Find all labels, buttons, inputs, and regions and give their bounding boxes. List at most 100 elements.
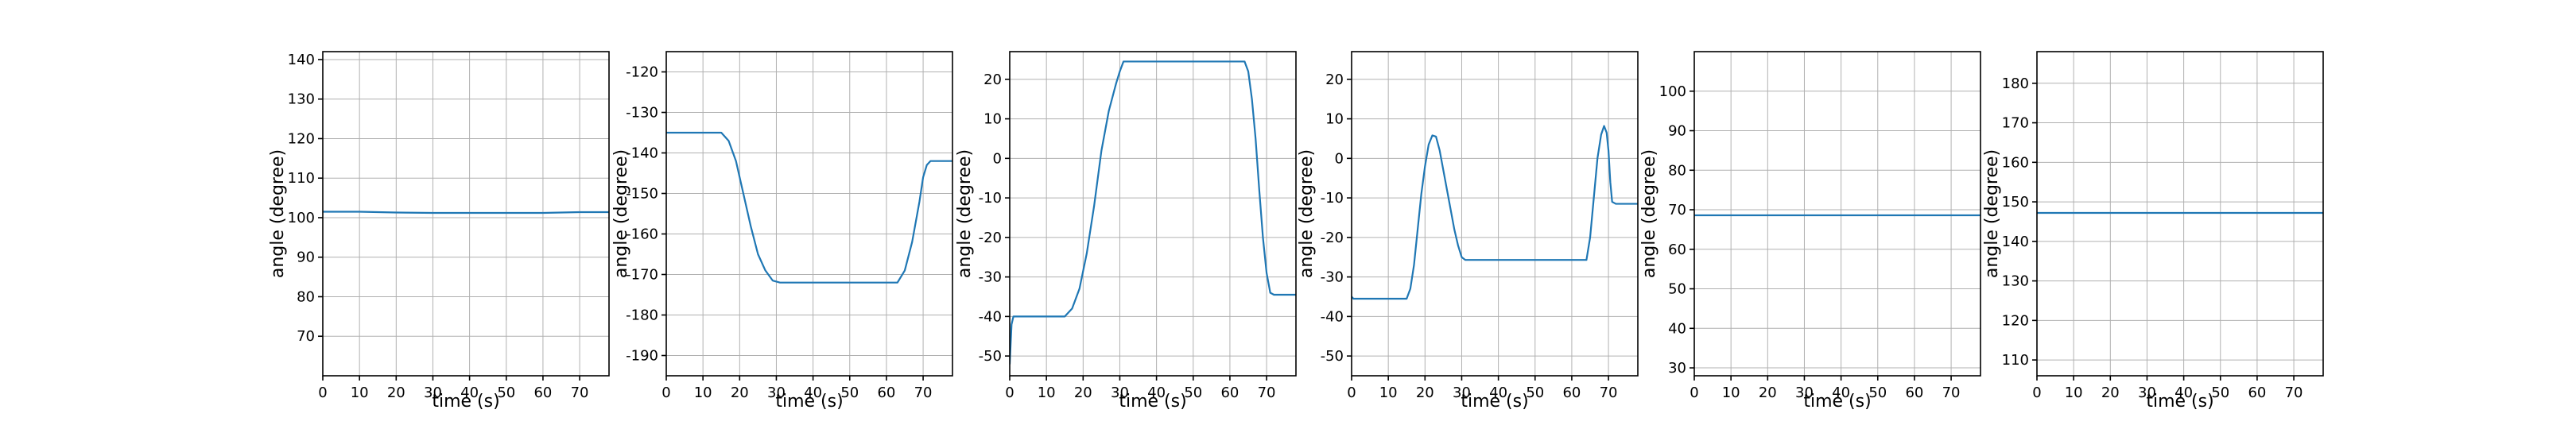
- series-line: [1010, 60, 1296, 365]
- x-tick-label: 50: [1868, 385, 1887, 401]
- y-tick-label: 90: [297, 249, 315, 266]
- x-tick-label: 50: [840, 385, 859, 401]
- x-axis-label: time (s): [2146, 392, 2213, 412]
- x-tick-label: 50: [497, 385, 515, 401]
- x-tick-label: 40: [1147, 385, 1166, 401]
- x-tick-label: 10: [1379, 385, 1398, 401]
- x-tick-label: 0: [2032, 385, 2041, 401]
- y-tick-label: 20: [1325, 72, 1344, 88]
- y-tick-label: -50: [979, 348, 1002, 365]
- y-axis-label: angle (degree): [955, 149, 975, 278]
- axes-frame: [322, 51, 610, 377]
- y-tick-label: 10: [983, 111, 1002, 128]
- x-tick-label: 20: [731, 385, 749, 401]
- x-tick-label: 60: [533, 385, 552, 401]
- plot-background: [1694, 52, 1980, 376]
- y-tick-label: -120: [626, 64, 658, 81]
- y-tick-label: 150: [2002, 194, 2029, 211]
- y-tick-label: 50: [1668, 281, 1686, 298]
- y-tick-label: -40: [979, 308, 1002, 325]
- y-tick-label: -150: [626, 186, 658, 203]
- x-axis-label: time (s): [775, 392, 843, 412]
- x-tick-label: 20: [387, 385, 405, 401]
- y-tick-label: -180: [626, 307, 658, 324]
- y-tick-label: 120: [288, 130, 315, 147]
- x-tick-label: 70: [914, 385, 933, 401]
- x-tick-label: 60: [1220, 385, 1239, 401]
- x-tick-label: 0: [1347, 385, 1356, 401]
- y-tick-label: 70: [1668, 202, 1686, 218]
- plot-background: [1010, 52, 1296, 376]
- x-tick-label: 50: [1184, 385, 1202, 401]
- y-tick-label: 170: [2002, 115, 2029, 132]
- y-tick-label: -190: [626, 348, 658, 365]
- y-tick-label: 10: [1325, 111, 1344, 128]
- y-tick-label: 40: [1668, 320, 1686, 337]
- x-tick-label: 10: [694, 385, 712, 401]
- x-tick-label: 50: [2211, 385, 2229, 401]
- y-tick-label: -140: [626, 145, 658, 162]
- y-tick-label: 100: [288, 210, 315, 226]
- x-tick-label: 10: [1038, 385, 1056, 401]
- y-tick-label: 0: [993, 150, 1002, 167]
- y-tick-label: -50: [1321, 348, 1344, 365]
- y-tick-label: -40: [1321, 308, 1344, 325]
- y-tick-label: -30: [1321, 269, 1344, 286]
- plot-background: [666, 52, 952, 376]
- x-tick-label: 20: [1416, 385, 1434, 401]
- y-tick-label: -30: [979, 269, 1002, 286]
- y-axis-label: angle (degree): [1297, 149, 1317, 278]
- x-tick-label: 40: [804, 385, 822, 401]
- y-tick-label: 30: [1668, 360, 1686, 377]
- x-tick-label: 30: [767, 385, 786, 401]
- y-tick-label: -10: [1321, 190, 1344, 207]
- x-tick-label: 30: [1453, 385, 1471, 401]
- x-tick-label: 30: [424, 385, 442, 401]
- x-axis-label: time (s): [432, 392, 499, 412]
- y-tick-label: 160: [2002, 154, 2029, 171]
- x-tick-label: 70: [2285, 385, 2303, 401]
- axes-frame: [1693, 51, 1981, 377]
- x-tick-label: 30: [1795, 385, 1814, 401]
- plot-background: [1352, 52, 1638, 376]
- x-tick-label: 50: [1526, 385, 1544, 401]
- chart-panel-4: 0 10 20 30 40 50 60 70 -50 -40 -30 -20 -10 0 10 20 time …: [1297, 51, 1639, 412]
- chart-panel-1: 0 10 20 30 40 50 60 70 70 80 90 100 110 120 130 140 time…: [268, 51, 610, 412]
- x-tick-label: 0: [661, 385, 670, 401]
- x-axis-label: time (s): [1461, 392, 1528, 412]
- y-tick-label: -20: [979, 230, 1002, 246]
- y-tick-label: 100: [1659, 83, 1686, 100]
- x-tick-label: 40: [1489, 385, 1507, 401]
- y-tick-label: -130: [626, 105, 658, 122]
- y-tick-label: 90: [1668, 123, 1686, 140]
- x-tick-label: 20: [1074, 385, 1092, 401]
- y-tick-label: -170: [626, 267, 658, 284]
- x-axis-label: time (s): [1119, 392, 1186, 412]
- x-tick-label: 40: [2174, 385, 2193, 401]
- x-tick-label: 40: [460, 385, 479, 401]
- series-line: [666, 131, 952, 284]
- chart-panel-3: 0 10 20 30 40 50 60 70 -50 -40 -30 -20 -10 0 10 20 time …: [955, 51, 1297, 412]
- x-tick-label: 70: [1600, 385, 1618, 401]
- x-axis-label: time (s): [1803, 392, 1871, 412]
- x-tick-label: 40: [1832, 385, 1850, 401]
- y-tick-label: 20: [983, 72, 1002, 88]
- y-tick-label: 110: [2002, 352, 2029, 369]
- y-axis-label: angle (degree): [1982, 149, 2002, 278]
- x-tick-label: 20: [2101, 385, 2120, 401]
- chart-panel-6: 0 10 20 30 40 50 60 70 110 120 130 140 150 160 170 180 t…: [1982, 51, 2324, 412]
- x-tick-label: 60: [2248, 385, 2266, 401]
- y-tick-label: 70: [297, 328, 315, 345]
- x-tick-label: 10: [351, 385, 369, 401]
- x-tick-label: 10: [1722, 385, 1740, 401]
- y-tick-label: 80: [1668, 162, 1686, 179]
- x-tick-label: 60: [1562, 385, 1581, 401]
- y-axis-label: angle (degree): [268, 149, 288, 278]
- x-tick-label: 60: [1905, 385, 1923, 401]
- y-tick-label: 180: [2002, 75, 2029, 92]
- x-tick-label: 20: [1759, 385, 1777, 401]
- y-tick-label: 130: [2002, 273, 2029, 290]
- y-tick-label: -10: [979, 190, 1002, 207]
- axes-frame: [1351, 51, 1639, 377]
- x-tick-label: 0: [318, 385, 327, 401]
